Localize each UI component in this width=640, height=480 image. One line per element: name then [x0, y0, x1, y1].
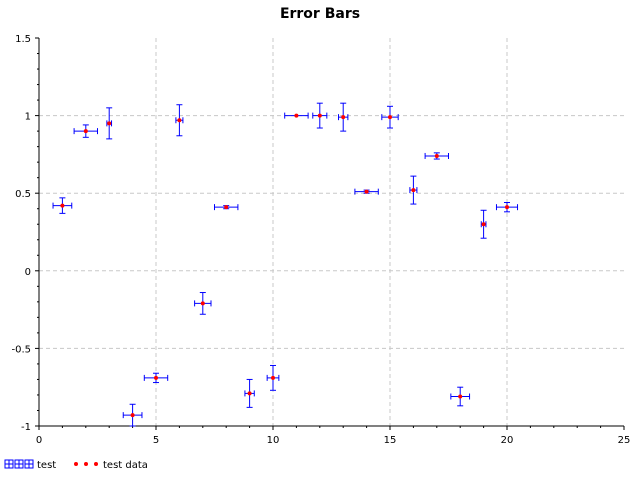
data-point	[177, 118, 182, 123]
data-point	[200, 301, 205, 306]
x-tick-label: 20	[501, 435, 514, 446]
chart-title: Error Bars	[280, 6, 360, 22]
legend-error-bar-glyph	[24, 459, 34, 469]
data-point	[294, 113, 299, 118]
glyph-box	[24, 459, 34, 469]
data-point	[271, 375, 275, 380]
y-tick-label: 0	[25, 267, 31, 278]
error-bar	[450, 386, 471, 407]
data-point	[434, 153, 439, 158]
x-tick-label: 15	[384, 435, 397, 446]
legend-entry-test: test	[4, 459, 56, 471]
glyph-box	[4, 459, 14, 469]
data-point	[83, 129, 88, 134]
data-point	[505, 205, 509, 210]
y-tick-label: -0.5	[11, 344, 31, 355]
data-point	[458, 394, 463, 399]
grid-lines	[39, 38, 624, 426]
data-point	[107, 121, 112, 126]
legend-point-glyph	[84, 462, 88, 466]
data-point	[364, 189, 369, 194]
data-point	[388, 115, 392, 120]
data-point	[317, 113, 322, 118]
y-tick-label: -1	[21, 422, 31, 433]
data-point	[154, 375, 158, 380]
y-tick-label: 1	[25, 112, 31, 123]
x-axis: 0 5 10 15 20 25	[36, 426, 631, 446]
data-point	[341, 115, 346, 120]
legend-label-test-data: test data	[103, 460, 148, 471]
data-point	[481, 222, 486, 227]
data-point	[130, 413, 135, 418]
y-tick-label: 1.5	[15, 34, 31, 45]
x-tick-label: 10	[267, 435, 280, 446]
legend-point-glyph	[74, 462, 78, 466]
glyph-box	[14, 459, 24, 469]
legend: test test data	[4, 459, 148, 471]
y-tick-label: 0.5	[15, 189, 31, 200]
legend-error-bar-glyph	[14, 459, 24, 469]
legend-point-glyph	[94, 462, 98, 466]
x-tick-label: 25	[618, 435, 631, 446]
plot-frame	[38, 38, 624, 427]
data-point-series	[60, 113, 509, 418]
data-point	[247, 391, 252, 396]
legend-error-bar-glyph	[4, 459, 14, 469]
data-point	[411, 188, 416, 193]
data-point	[224, 205, 229, 210]
x-tick-label: 5	[153, 435, 159, 446]
error-bar-series	[52, 102, 519, 427]
x-tick-label: 0	[36, 435, 42, 446]
y-axis: -1 -0.5 0 0.5 1 1.5	[11, 34, 39, 433]
error-bar	[266, 364, 280, 391]
legend-entry-test-data: test data	[74, 460, 148, 471]
legend-label-test: test	[37, 460, 56, 471]
data-point	[60, 203, 65, 208]
